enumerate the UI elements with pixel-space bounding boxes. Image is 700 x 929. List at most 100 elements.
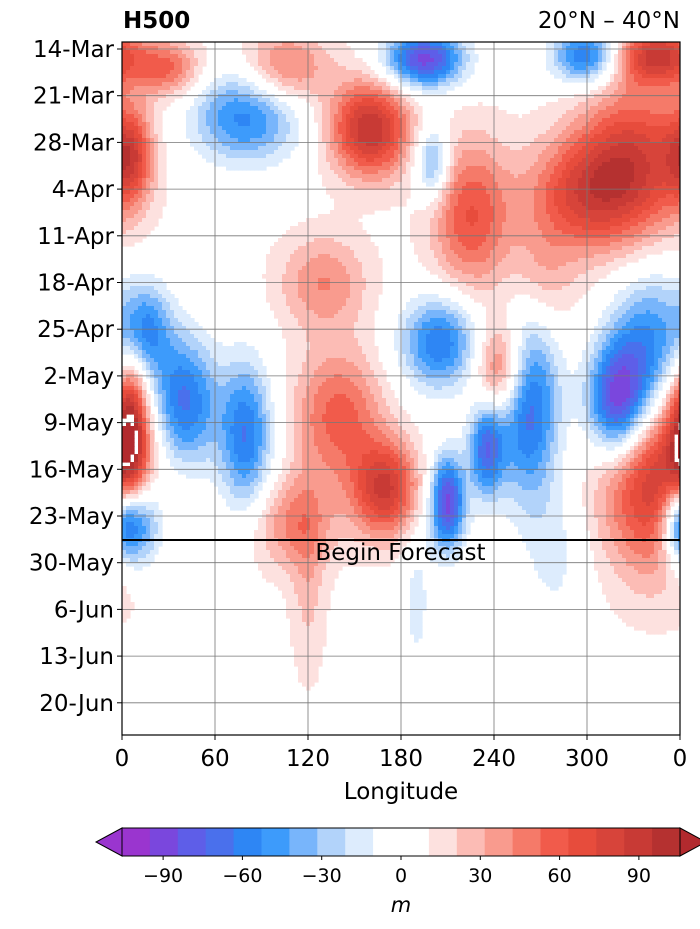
heatmap-cell — [130, 174, 135, 179]
heatmap-cell — [122, 222, 127, 227]
heatmap-cell — [134, 46, 139, 51]
heatmap-cell — [582, 122, 587, 127]
heatmap-cell — [382, 198, 387, 203]
heatmap-cell — [446, 42, 451, 47]
heatmap-cell — [358, 158, 363, 163]
heatmap-cell — [630, 46, 635, 51]
heatmap-cell — [670, 54, 675, 59]
heatmap-cell — [454, 230, 459, 235]
heatmap-cell — [526, 222, 531, 227]
heatmap-cell — [558, 174, 563, 179]
heatmap-cell — [438, 218, 443, 223]
heatmap-cell — [362, 178, 367, 183]
heatmap-cell — [394, 158, 399, 163]
heatmap-cell — [502, 214, 507, 219]
heatmap-cell — [502, 122, 507, 127]
heatmap-cell — [154, 214, 159, 219]
heatmap-cell — [142, 214, 147, 219]
heatmap-cell — [666, 118, 671, 123]
heatmap-cell — [462, 174, 467, 179]
heatmap-cell — [278, 102, 283, 107]
heatmap-cell — [142, 122, 147, 127]
heatmap-cell — [134, 218, 139, 223]
heatmap-cell — [554, 178, 559, 183]
heatmap-cell — [270, 150, 275, 155]
heatmap-cell — [214, 150, 219, 155]
heatmap-cell — [274, 142, 279, 147]
heatmap-cell — [274, 158, 279, 163]
heatmap-cell — [398, 78, 403, 83]
heatmap-cell — [378, 178, 383, 183]
heatmap-cell — [606, 126, 611, 131]
heatmap-cell — [634, 150, 639, 155]
heatmap-cell — [594, 94, 599, 99]
heatmap-cell — [318, 90, 323, 95]
heatmap-cell — [666, 134, 671, 139]
heatmap-cell — [422, 70, 427, 75]
heatmap-cell — [554, 190, 559, 195]
heatmap-cell — [178, 82, 183, 87]
heatmap-cell — [342, 94, 347, 99]
heatmap-cell — [650, 198, 655, 203]
heatmap-cell — [446, 222, 451, 227]
heatmap-cell — [610, 78, 615, 83]
heatmap-cell — [658, 50, 663, 55]
heatmap-cell — [626, 106, 631, 111]
heatmap-cell — [278, 106, 283, 111]
heatmap-cell — [498, 110, 503, 115]
heatmap-cell — [630, 154, 635, 159]
heatmap-cell — [602, 210, 607, 215]
heatmap-cell — [426, 86, 431, 91]
heatmap-cell — [530, 230, 535, 235]
heatmap-cell — [542, 186, 547, 191]
heatmap-cell — [466, 54, 471, 59]
heatmap-cell — [330, 190, 335, 195]
heatmap-cell — [482, 110, 487, 115]
heatmap-cell — [450, 70, 455, 75]
heatmap-cell — [662, 230, 667, 235]
heatmap-cell — [338, 142, 343, 147]
heatmap-cell — [658, 102, 663, 107]
heatmap-cell — [678, 82, 680, 87]
heatmap-cell — [646, 222, 651, 227]
heatmap-cell — [638, 166, 643, 171]
heatmap-cell — [458, 198, 463, 203]
heatmap-cell — [394, 194, 399, 199]
heatmap-cell — [390, 90, 395, 95]
heatmap-cell — [502, 118, 507, 123]
heatmap-cell — [602, 162, 607, 167]
heatmap-cell — [542, 114, 547, 119]
heatmap-cell — [538, 154, 543, 159]
heatmap-cell — [570, 66, 575, 71]
heatmap-cell — [374, 166, 379, 171]
heatmap-cell — [138, 98, 143, 103]
heatmap-cell — [218, 90, 223, 95]
heatmap-cell — [130, 114, 135, 119]
heatmap-cell — [450, 122, 455, 127]
heatmap-cell — [562, 46, 567, 51]
heatmap-cell — [502, 162, 507, 167]
heatmap-cell — [458, 110, 463, 115]
heatmap-cell — [138, 102, 143, 107]
heatmap-cell — [534, 178, 539, 183]
heatmap-cell — [258, 46, 263, 51]
heatmap-cell — [614, 70, 619, 75]
heatmap-cell — [550, 190, 555, 195]
heatmap-cell — [478, 146, 483, 151]
heatmap-cell — [654, 182, 659, 187]
heatmap-cell — [678, 46, 680, 51]
heatmap-cell — [610, 74, 615, 79]
heatmap-cell — [654, 134, 659, 139]
heatmap-cell — [378, 186, 383, 191]
heatmap-cell — [566, 218, 571, 223]
heatmap-cell — [582, 190, 587, 195]
heatmap-cell — [146, 118, 151, 123]
heatmap-cell — [382, 50, 387, 55]
heatmap-cell — [142, 186, 147, 191]
heatmap-cell — [622, 178, 627, 183]
heatmap-cell — [626, 82, 631, 87]
heatmap-cell — [126, 166, 131, 171]
heatmap-cell — [158, 78, 163, 83]
heatmap-cell — [486, 210, 491, 215]
heatmap-cell — [622, 82, 627, 87]
